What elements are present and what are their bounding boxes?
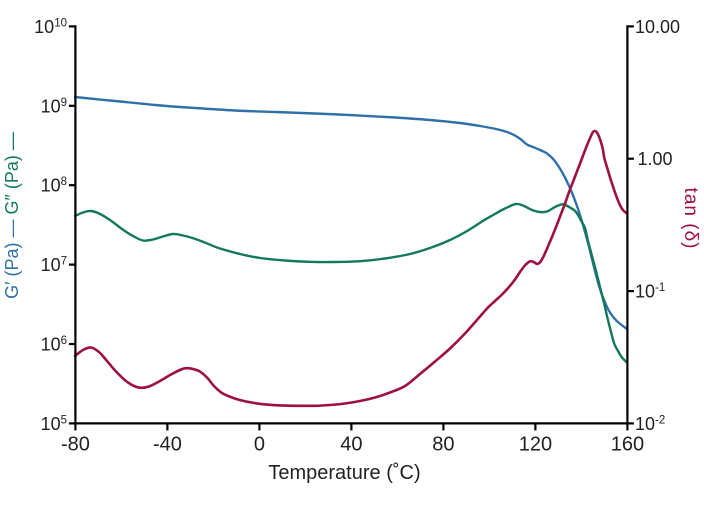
svg-text:109: 109 bbox=[41, 96, 67, 116]
svg-text:1010: 1010 bbox=[34, 17, 67, 37]
svg-text:80: 80 bbox=[432, 434, 454, 456]
svg-text:-40: -40 bbox=[153, 434, 182, 456]
svg-text:Temperature (˚C): Temperature (˚C) bbox=[268, 462, 420, 484]
svg-text:106: 106 bbox=[41, 335, 67, 355]
svg-text:0: 0 bbox=[254, 434, 265, 456]
svg-text:105: 105 bbox=[41, 414, 67, 434]
svg-text:-80: -80 bbox=[61, 434, 90, 456]
svg-text:108: 108 bbox=[41, 176, 67, 196]
svg-text:40: 40 bbox=[340, 434, 362, 456]
svg-text:120: 120 bbox=[519, 434, 552, 456]
svg-text:10-2: 10-2 bbox=[635, 414, 665, 434]
svg-text:10.00: 10.00 bbox=[635, 17, 680, 37]
svg-text:1.00: 1.00 bbox=[638, 149, 673, 169]
svg-text:G′ (Pa) — G″ (Pa) —: G′ (Pa) — G″ (Pa) — bbox=[2, 132, 22, 299]
svg-text:tan (δ): tan (δ) bbox=[680, 188, 701, 250]
svg-text:107: 107 bbox=[41, 255, 67, 275]
svg-text:10-1: 10-1 bbox=[635, 282, 665, 302]
svg-text:160: 160 bbox=[611, 434, 644, 456]
